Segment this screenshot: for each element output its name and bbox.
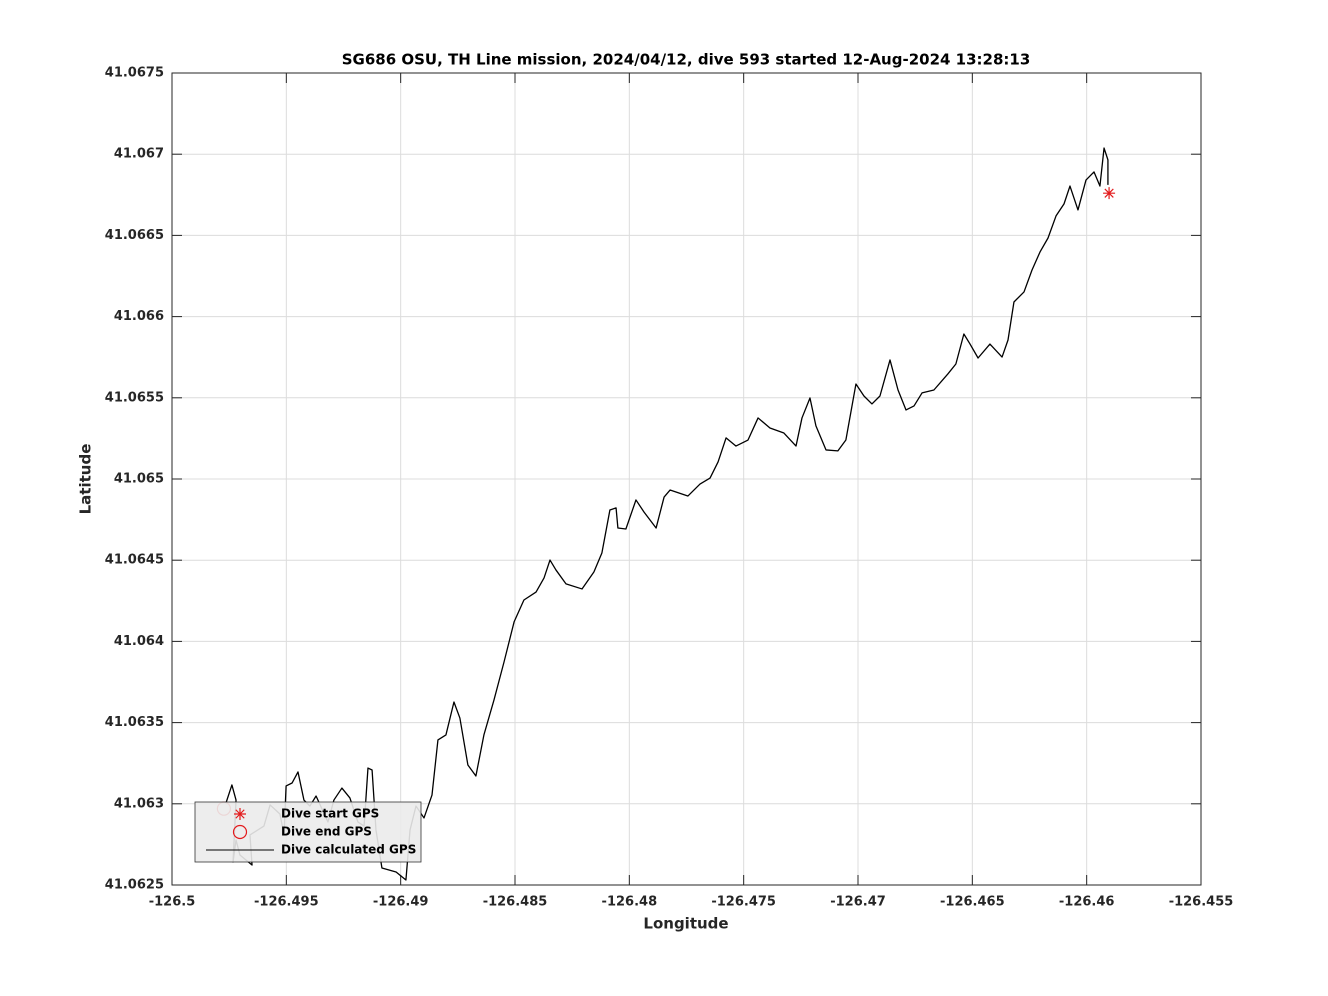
- x-tick-label: -126.5: [149, 895, 196, 910]
- y-tick-label: 41.063: [114, 796, 164, 811]
- legend: Dive start GPS Dive end GPS Dive calculate…: [194, 801, 422, 863]
- x-tick-label: -126.46: [1059, 895, 1115, 910]
- gps-marker: [1103, 187, 1116, 200]
- y-tick-label: 41.064: [114, 634, 164, 649]
- y-tick-label: 41.065: [114, 472, 164, 487]
- legend-label: Dive calculated GPS: [281, 843, 416, 857]
- y-tick-label: 41.0675: [105, 66, 164, 81]
- legend-box: [194, 801, 422, 863]
- x-tick-label: -126.465: [940, 895, 1005, 910]
- y-tick-label: 41.0655: [105, 390, 164, 405]
- chart-title: SG686 OSU, TH Line mission, 2024/04/12, …: [342, 51, 1031, 69]
- legend-label: Dive start GPS: [281, 807, 379, 821]
- y-axis-label: Latitude: [77, 444, 95, 515]
- x-axis-label: Longitude: [643, 915, 728, 933]
- y-tick-label: 41.0625: [105, 878, 164, 893]
- y-tick-label: 41.0665: [105, 228, 164, 243]
- x-tick-label: -126.49: [373, 895, 429, 910]
- legend-marker: [232, 824, 248, 840]
- x-tick-label: -126.47: [830, 895, 886, 910]
- y-tick-label: 41.0635: [105, 715, 164, 730]
- legend-label: Dive end GPS: [281, 825, 372, 839]
- plot-frame: [171, 72, 1202, 886]
- x-tick-label: -126.475: [711, 895, 776, 910]
- y-tick-label: 41.067: [114, 147, 164, 162]
- x-tick-label: -126.485: [483, 895, 548, 910]
- legend-marker: [234, 808, 246, 820]
- x-tick-label: -126.455: [1169, 895, 1234, 910]
- y-tick-label: 41.066: [114, 309, 164, 324]
- x-tick-label: -126.48: [602, 895, 658, 910]
- x-tick-label: -126.495: [254, 895, 319, 910]
- y-tick-label: 41.0645: [105, 553, 164, 568]
